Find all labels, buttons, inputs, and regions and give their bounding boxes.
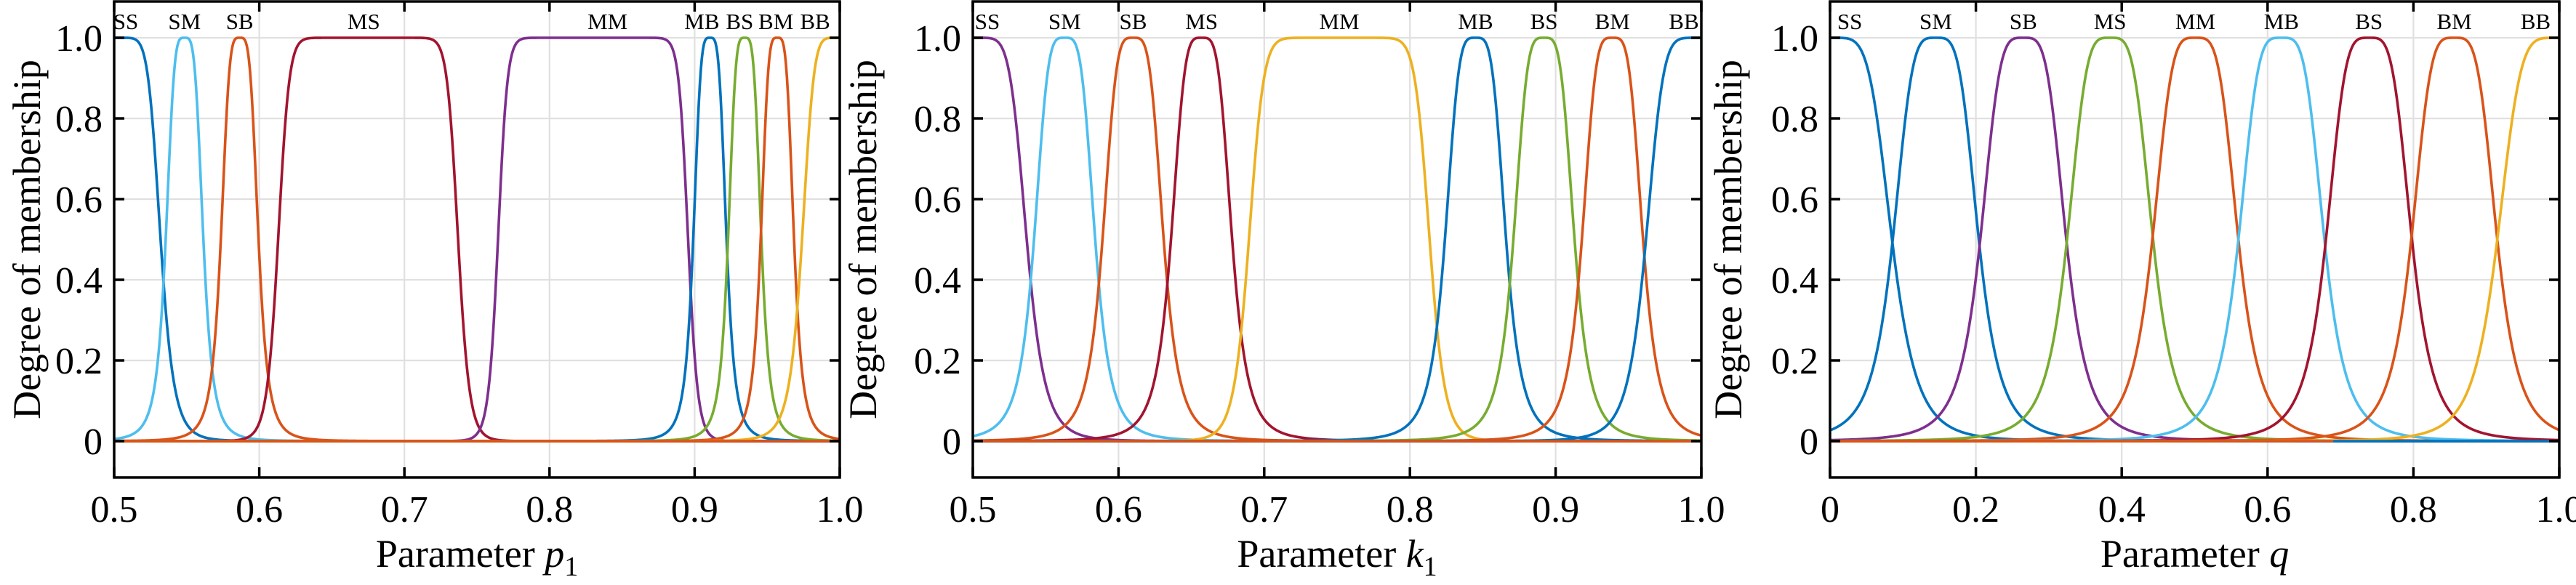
mf-curve-label-SS: SS [975,9,1000,34]
mf-curve-MM [1830,36,2559,443]
mf-curve-BM [1830,36,2559,443]
mf-curve-label-SB: SB [226,9,254,34]
mf-curve-label-SB: SB [1119,9,1147,34]
x-axis-title: Parameter p1 [376,532,578,582]
mf-curve-label-SM: SM [1919,9,1952,34]
x-tick-label: 1.0 [2536,489,2576,530]
y-axis-title: Degree of membership [841,60,885,419]
y-tick-label: 0.4 [1771,260,1818,302]
mf-curve-SM [114,36,840,443]
x-tick-label: 0.5 [950,489,997,530]
y-tick-label: 0.6 [1771,179,1818,221]
mf-curve-SS [114,36,840,443]
mf-curve-label-SS: SS [113,9,138,34]
y-axis-title: Degree of membership [1706,60,1750,419]
x-tick-label: 0.4 [2098,489,2146,530]
mf-curve-label-MM: MM [587,9,627,34]
y-tick-label: 0.4 [55,260,103,302]
mf-curve-label-MB: MB [684,9,719,34]
x-axis-title: Parameter k1 [1237,532,1437,582]
mf-curve-SB [114,36,840,443]
mf-curve-label-BM: BM [2436,9,2471,34]
x-tick-label: 0 [1821,489,1839,530]
x-tick-label: 0.6 [236,489,283,530]
curves-group [973,36,1701,443]
axes-frame [971,0,1703,479]
y-axis-title: Degree of membership [5,60,49,419]
x-tick-label: 1.0 [1678,489,1725,530]
x-tick-label: 0.5 [91,489,138,530]
mf-curve-MS [114,36,840,443]
x-tick-label: 1.0 [816,489,864,530]
mf-curve-BS [114,36,840,443]
plot-panel-p: SS SM SB MS MM MB BS BM BB 0.5 0.6 0.7 0.8 0.9 1.0 0 0.2… [5,0,864,582]
mf-curve-label-BS: BS [726,9,753,34]
mf-curve-label-MM: MM [1319,9,1359,34]
mf-curve-label-MS: MS [1185,9,1218,34]
y-tick-label: 0 [1799,421,1818,463]
y-tick-label: 1.0 [914,18,961,60]
plot-panel-q: SS SM SB MS MM MB BS BM BB 0 0.2 0.4 0.6 0.8 1.0 0 0.2 0.… [1706,0,2576,576]
x-tick-label: 0.9 [1532,489,1579,530]
mf-curve-label-SS: SS [1837,9,1862,34]
mf-curve-BB [1830,36,2559,443]
mf-curve-label-MS: MS [348,9,380,34]
mf-curve-label-BB: BB [2521,9,2551,34]
x-tick-label: 0.8 [1387,489,1434,530]
mf-curve-label-BB: BB [1669,9,1698,34]
curves-group [114,36,840,443]
y-tick-label: 0.6 [55,179,103,221]
x-tick-label: 0.8 [2390,489,2437,530]
y-tick-label: 1.0 [55,18,103,60]
x-tick-label: 0.7 [1240,489,1288,530]
mf-curve-label-BS: BS [1530,9,1558,34]
x-tick-label: 0.2 [1952,489,1999,530]
y-tick-label: 0.8 [1771,99,1818,140]
y-tick-label: 1.0 [1771,18,1818,60]
y-tick-label: 0.2 [914,341,961,382]
mf-curve-SM [1830,36,2559,443]
mf-curve-label-BB: BB [800,9,830,34]
mf-curve-label-MS: MS [2094,9,2127,34]
mf-curve-label-MB: MB [2264,9,2299,34]
mf-curve-label-BS: BS [2355,9,2383,34]
mf-curve-label-BM: BM [758,9,793,34]
mf-curve-MM [114,36,840,443]
y-tick-label: 0.8 [914,99,961,140]
mf-curve-MS [1830,36,2559,443]
axes-frame [1829,0,2561,479]
y-tick-label: 0.8 [55,99,103,140]
x-tick-label: 0.7 [381,489,428,530]
mf-curve-label-MM: MM [2175,9,2215,34]
mf-curve-MB [1830,36,2559,443]
x-tick-label: 0.8 [526,489,573,530]
mf-curve-label-SB: SB [2010,9,2037,34]
y-tick-label: 0 [84,421,103,463]
mf-curve-BB [114,36,840,443]
x-tick-label: 0.9 [671,489,718,530]
mf-curve-BM [114,36,840,443]
axes-frame [113,0,841,479]
y-tick-label: 0.2 [1771,341,1818,382]
y-tick-label: 0.2 [55,341,103,382]
x-axis-title: Parameter q [2100,532,2289,576]
mf-curve-label-SM: SM [168,9,201,34]
mf-curve-SS [1830,36,2559,443]
mf-curve-MB [114,36,840,443]
y-tick-label: 0.4 [914,260,961,302]
plot-panel-k: SS SM SB MS MM MB BS BM BB 0.5 0.6 0.7 0.8 0.9 1.0 0 0.2… [841,0,1725,582]
mf-curve-label-BM: BM [1595,9,1630,34]
mf-curve-SB [1830,36,2559,443]
y-tick-label: 0 [942,421,961,463]
mf-curve-label-MB: MB [1458,9,1493,34]
mf-curve-BS [1830,36,2559,443]
x-tick-label: 0.6 [1095,489,1142,530]
y-tick-label: 0.6 [914,179,961,221]
curves-group [1830,36,2559,443]
x-tick-label: 0.6 [2244,489,2291,530]
mf-curve-label-SM: SM [1048,9,1081,34]
